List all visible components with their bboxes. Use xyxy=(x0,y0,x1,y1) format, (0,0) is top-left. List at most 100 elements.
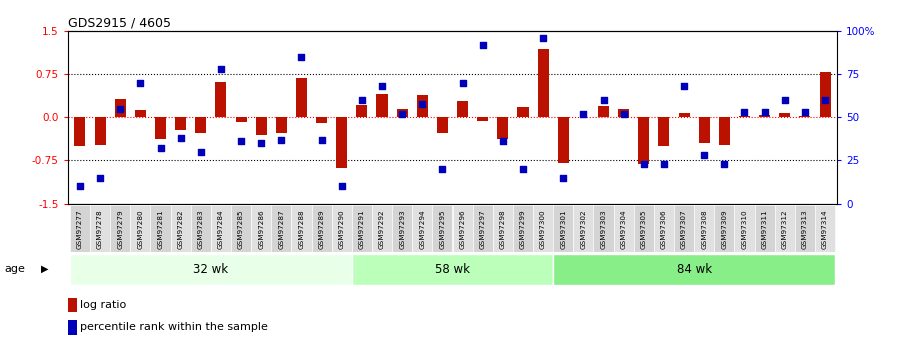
Point xyxy=(455,80,470,86)
Bar xyxy=(799,116,811,117)
Point xyxy=(214,66,228,72)
Bar xyxy=(598,106,609,117)
Bar xyxy=(618,109,629,117)
Text: ▶: ▶ xyxy=(41,264,48,274)
Text: GSM97311: GSM97311 xyxy=(762,209,767,249)
Point xyxy=(757,109,772,115)
Text: GDS2915 / 4605: GDS2915 / 4605 xyxy=(68,17,171,30)
Point xyxy=(697,152,711,158)
Text: GSM97303: GSM97303 xyxy=(601,209,606,249)
Point xyxy=(335,184,349,189)
Text: GSM97313: GSM97313 xyxy=(802,209,808,249)
Point xyxy=(294,54,309,60)
Text: log ratio: log ratio xyxy=(81,300,127,310)
Point xyxy=(174,135,188,141)
Text: GSM97292: GSM97292 xyxy=(379,209,385,249)
Bar xyxy=(533,205,553,252)
Text: GSM97295: GSM97295 xyxy=(440,209,445,249)
Text: GSM97304: GSM97304 xyxy=(621,209,626,249)
Bar xyxy=(251,205,272,252)
Bar xyxy=(412,205,433,252)
Point xyxy=(636,161,651,167)
Point xyxy=(113,106,128,111)
Point xyxy=(93,175,108,180)
Point xyxy=(536,35,550,41)
Bar xyxy=(815,205,835,252)
Bar xyxy=(493,205,513,252)
Text: 84 wk: 84 wk xyxy=(677,263,711,276)
Text: GSM97309: GSM97309 xyxy=(721,209,728,249)
Text: GSM97289: GSM97289 xyxy=(319,209,325,249)
Point xyxy=(254,140,269,146)
Bar xyxy=(614,205,634,252)
Text: GSM97284: GSM97284 xyxy=(218,209,224,249)
Bar xyxy=(215,82,226,117)
Text: GSM97310: GSM97310 xyxy=(741,209,748,249)
Text: GSM97278: GSM97278 xyxy=(97,209,103,249)
Bar xyxy=(759,115,770,117)
Bar xyxy=(74,117,85,146)
Text: GSM97287: GSM97287 xyxy=(279,209,284,249)
Bar xyxy=(654,205,674,252)
Text: GSM97279: GSM97279 xyxy=(118,209,123,249)
Bar xyxy=(175,117,186,130)
Text: 58 wk: 58 wk xyxy=(435,263,470,276)
Bar xyxy=(594,205,614,252)
Bar xyxy=(659,117,670,146)
Bar xyxy=(90,205,110,252)
Bar xyxy=(392,205,412,252)
Point xyxy=(556,175,570,180)
Text: GSM97291: GSM97291 xyxy=(359,209,365,249)
Bar xyxy=(70,254,352,285)
Bar xyxy=(352,205,372,252)
Point xyxy=(314,137,329,142)
Bar xyxy=(150,205,170,252)
Bar xyxy=(155,117,166,139)
Point xyxy=(415,101,430,106)
Bar xyxy=(311,205,331,252)
Bar xyxy=(231,205,251,252)
Bar xyxy=(538,49,548,117)
Bar xyxy=(68,320,77,335)
Point xyxy=(496,139,510,144)
Bar xyxy=(291,205,311,252)
Bar xyxy=(437,117,448,134)
Point xyxy=(616,111,631,117)
Bar xyxy=(638,117,650,165)
Bar xyxy=(735,205,755,252)
Bar xyxy=(714,205,735,252)
Point xyxy=(596,97,611,103)
Text: GSM97314: GSM97314 xyxy=(822,209,828,249)
Bar xyxy=(376,94,387,117)
Point xyxy=(797,109,812,115)
Bar xyxy=(70,205,90,252)
Text: GSM97305: GSM97305 xyxy=(641,209,647,249)
Bar xyxy=(679,113,690,117)
Bar xyxy=(755,205,775,252)
Bar xyxy=(557,117,569,163)
Text: GSM97288: GSM97288 xyxy=(299,209,304,249)
Bar xyxy=(694,205,714,252)
Bar xyxy=(372,205,392,252)
Point xyxy=(72,184,87,189)
Text: GSM97298: GSM97298 xyxy=(500,209,506,249)
Point xyxy=(717,161,731,167)
Text: GSM97306: GSM97306 xyxy=(661,209,667,249)
Point xyxy=(516,166,530,172)
Bar xyxy=(336,117,348,168)
Point xyxy=(375,83,389,89)
Text: GSM97282: GSM97282 xyxy=(177,209,184,249)
Bar xyxy=(513,205,533,252)
Text: GSM97294: GSM97294 xyxy=(419,209,425,249)
Point xyxy=(777,97,792,103)
Bar xyxy=(779,113,790,117)
Bar xyxy=(457,101,468,117)
Bar xyxy=(357,105,367,117)
Bar xyxy=(775,205,795,252)
Point xyxy=(576,111,591,117)
Text: percentile rank within the sample: percentile rank within the sample xyxy=(81,322,268,332)
Bar xyxy=(477,117,488,121)
Bar xyxy=(674,205,694,252)
Point xyxy=(274,137,289,142)
Bar xyxy=(472,205,493,252)
